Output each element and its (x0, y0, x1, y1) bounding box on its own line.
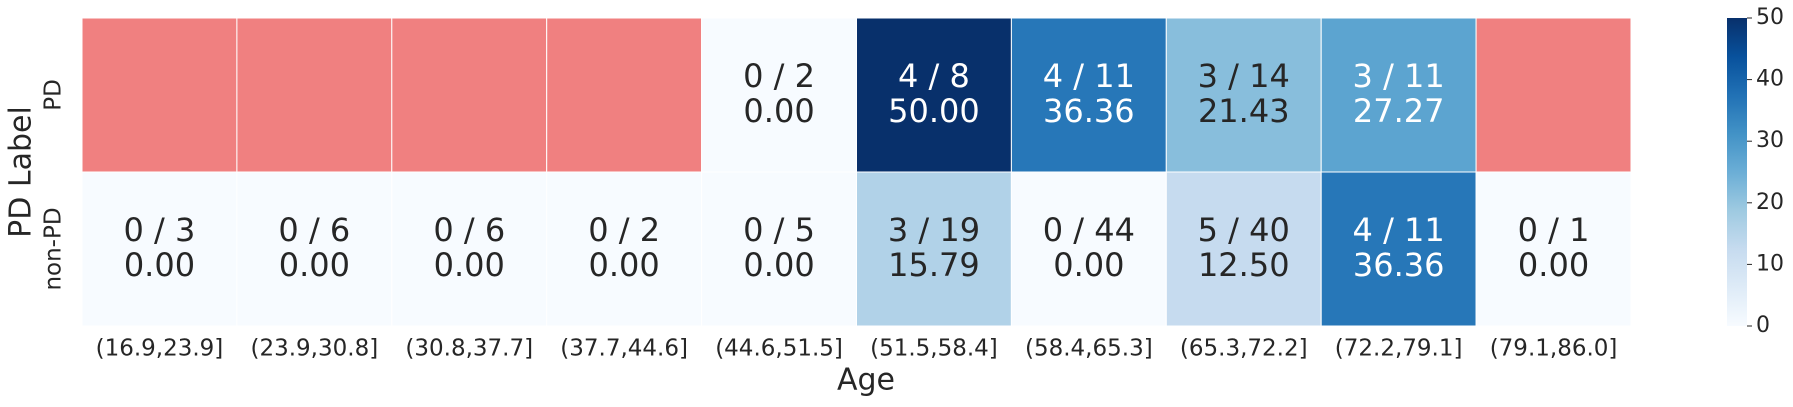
heatmap-cell (81, 17, 238, 173)
x-axis-label: Age (837, 363, 895, 398)
y-tick-label: PD (41, 79, 67, 111)
colorbar-tick-label: 40 (1756, 67, 1784, 92)
y-tick-label: non-PD (41, 207, 67, 290)
cell-value-label: 0.00 (743, 246, 814, 284)
x-tick-label: (23.9,30.8] (251, 336, 379, 362)
cell-value-label: 0.00 (589, 246, 660, 284)
cell-count-label: 0 / 2 (743, 57, 815, 95)
cell-count-label: 0 / 5 (743, 211, 815, 249)
cell-value-label: 0.00 (1053, 246, 1124, 284)
y-axis-label: PD Label (4, 106, 39, 238)
cell-value-label: 50.00 (888, 92, 980, 130)
cell-count-label: 5 / 40 (1198, 211, 1290, 249)
cell-count-label: 3 / 11 (1353, 57, 1445, 95)
x-tick-label: (65.3,72.2] (1180, 336, 1308, 362)
heatmap-cell (1320, 17, 1477, 173)
cell-value-label: 15.79 (888, 246, 980, 284)
x-tick-label: (51.5,58.4] (870, 336, 998, 362)
heatmap-cell (856, 17, 1012, 173)
cell-value-label: 0.00 (1518, 246, 1589, 284)
x-tick-label: (44.6,51.5] (715, 336, 843, 362)
cell-count-label: 0 / 6 (278, 211, 350, 249)
x-tick-label: (58.4,65.3] (1025, 336, 1153, 362)
cell-count-label: 0 / 1 (1518, 211, 1590, 249)
x-tick-label: (30.8,37.7] (405, 336, 533, 362)
heatmap-cell (546, 171, 703, 327)
cell-count-label: 3 / 14 (1198, 57, 1290, 95)
colorbar (1727, 18, 1747, 326)
cell-count-label: 0 / 3 (124, 211, 196, 249)
x-tick-label: (79.1,86.0] (1490, 336, 1618, 362)
heatmap-cell (1165, 171, 1322, 327)
colorbar-tick-label: 20 (1756, 190, 1784, 215)
cell-value-label: 21.43 (1198, 92, 1290, 130)
cell-value-label: 36.36 (1353, 246, 1445, 284)
colorbar-tick-label: 10 (1756, 251, 1784, 276)
heatmap-cell (701, 17, 857, 173)
heatmap-cell (391, 17, 548, 173)
heatmap-cell (1010, 171, 1167, 327)
heatmap-cell (701, 171, 857, 327)
x-tick-label: (72.2,79.1] (1335, 336, 1463, 362)
heatmap-cell (81, 171, 238, 327)
heatmap-cell (1320, 171, 1477, 327)
cell-value-label: 0.00 (743, 92, 814, 130)
heatmap-cell (1475, 171, 1632, 327)
cell-count-label: 0 / 44 (1043, 211, 1135, 249)
cell-value-label: 0.00 (124, 246, 195, 284)
heatmap-cell (236, 17, 393, 173)
cell-value-label: 36.36 (1043, 92, 1135, 130)
heatmap-cell (391, 171, 548, 327)
colorbar-tick-label: 0 (1756, 313, 1770, 338)
cell-value-label: 0.00 (434, 246, 505, 284)
heatmap-cell (1010, 17, 1167, 173)
heatmap-cell (1475, 17, 1632, 173)
cell-count-label: 3 / 19 (888, 211, 980, 249)
cell-count-label: 4 / 11 (1043, 57, 1135, 95)
heatmap-cell (1165, 17, 1322, 173)
colorbar-tick-label: 30 (1756, 128, 1784, 153)
cell-value-label: 12.50 (1198, 246, 1290, 284)
heatmap-cell (236, 171, 393, 327)
colorbar-tick-label: 50 (1756, 5, 1784, 30)
cell-count-label: 4 / 11 (1353, 211, 1445, 249)
cell-count-label: 0 / 6 (433, 211, 505, 249)
cell-value-label: 27.27 (1353, 92, 1445, 130)
cell-value-label: 0.00 (279, 246, 350, 284)
heatmap-cell (546, 17, 703, 173)
cell-count-label: 0 / 2 (588, 211, 660, 249)
x-tick-label: (37.7,44.6] (560, 336, 688, 362)
x-tick-label: (16.9,23.9] (96, 336, 224, 362)
cell-count-label: 4 / 8 (898, 57, 970, 95)
